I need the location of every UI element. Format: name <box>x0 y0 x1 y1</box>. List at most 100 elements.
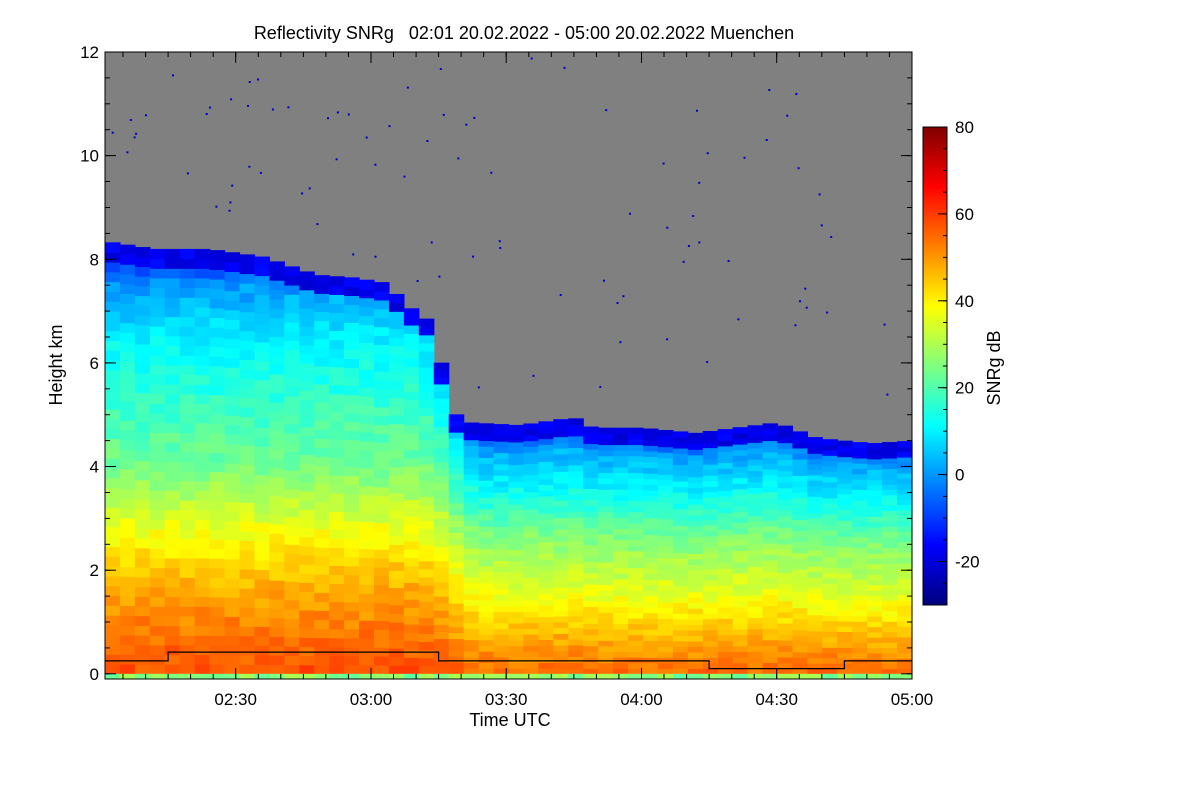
echo-cell <box>119 517 136 529</box>
echo-cell <box>403 557 420 567</box>
echo-cell <box>598 584 614 591</box>
echo-cell <box>299 344 315 355</box>
echo-cell <box>717 662 734 669</box>
echo-cell <box>762 531 779 538</box>
echo-cell <box>403 507 420 517</box>
echo-cell <box>702 552 719 559</box>
echo-cell <box>179 355 196 366</box>
echo-cell <box>314 402 330 412</box>
noise-speckle <box>696 109 698 112</box>
echo-cell <box>314 293 330 303</box>
echo-cell <box>628 522 644 529</box>
echo-cell <box>777 482 794 489</box>
echo-cell <box>478 594 495 601</box>
echo-cell <box>359 360 375 370</box>
echo-cell <box>687 619 704 626</box>
echo-cell <box>478 662 495 669</box>
echo-cell <box>493 548 510 556</box>
echo-cell <box>493 469 510 476</box>
echo-cell <box>538 656 554 663</box>
echo-cell <box>388 509 405 520</box>
echo-cell <box>568 569 584 576</box>
echo-cell <box>105 536 121 547</box>
echo-cell <box>583 578 599 585</box>
echo-cell <box>583 561 599 568</box>
x-tick-label: 03:00 <box>350 690 393 709</box>
echo-cell <box>239 664 256 675</box>
echo-cell <box>164 345 181 356</box>
echo-cell <box>134 421 151 432</box>
echo-cell <box>792 436 808 443</box>
echo-cell <box>643 461 659 469</box>
echo-cell <box>747 566 764 573</box>
echo-cell <box>388 673 405 679</box>
echo-cell <box>433 518 450 526</box>
echo-cell <box>523 605 539 612</box>
echo-cell <box>538 604 554 612</box>
echo-cell <box>149 461 166 472</box>
echo-cell <box>254 313 270 324</box>
echo-cell <box>702 447 719 454</box>
echo-cell <box>329 466 345 476</box>
echo-cell <box>164 432 181 443</box>
echo-cell <box>867 631 883 638</box>
echo-cell <box>628 657 644 664</box>
echo-cell <box>284 581 300 592</box>
echo-cell <box>194 461 211 472</box>
echo-cell <box>403 532 420 542</box>
echo-cell <box>702 541 719 548</box>
echo-cell <box>568 522 584 530</box>
echo-cell <box>134 489 151 500</box>
echo-cell <box>523 491 539 499</box>
echo-cell <box>448 591 465 598</box>
echo-cell <box>747 560 764 568</box>
echo-cell <box>867 547 883 554</box>
echo-cell <box>105 673 121 679</box>
echo-cell <box>568 580 584 588</box>
echo-cell <box>224 309 241 320</box>
echo-cell <box>762 668 779 675</box>
echo-cell <box>344 511 360 522</box>
echo-cell <box>284 525 300 536</box>
echo-cell <box>448 632 465 640</box>
echo-cell <box>254 484 270 495</box>
echo-cell <box>613 500 629 507</box>
echo-cell <box>732 550 749 557</box>
echo-cell <box>284 377 300 388</box>
echo-cell <box>553 581 569 588</box>
y-tick-label: 8 <box>90 250 99 269</box>
echo-cell <box>672 651 689 658</box>
echo-cell <box>762 662 779 669</box>
echo-cell <box>852 568 868 575</box>
echo-cell <box>224 472 241 483</box>
echo-cell <box>583 527 599 534</box>
echo-cell <box>747 487 764 494</box>
echo-cell <box>747 577 764 585</box>
echo-cell <box>388 440 405 450</box>
echo-cell <box>149 480 166 491</box>
noise-speckle <box>457 157 460 160</box>
echo-cell <box>687 591 704 598</box>
echo-cell <box>105 399 121 410</box>
echo-cell <box>747 606 764 613</box>
echo-cell <box>852 557 868 564</box>
echo-cell <box>702 535 719 542</box>
echo-cell <box>478 605 495 612</box>
echo-cell <box>134 654 151 665</box>
echo-cell <box>134 431 151 442</box>
echo-cell <box>538 668 554 675</box>
echo-cell <box>239 530 256 541</box>
echo-cell <box>687 602 704 609</box>
echo-cell <box>837 567 853 574</box>
echo-cell <box>882 626 898 633</box>
echo-cell <box>284 673 300 679</box>
echo-cell <box>538 524 554 531</box>
echo-cell <box>388 302 405 312</box>
echo-cell <box>254 417 270 428</box>
echo-cell <box>284 516 300 527</box>
echo-cell <box>643 512 659 519</box>
echo-cell <box>374 593 390 604</box>
echo-cell <box>493 463 510 471</box>
echo-cell <box>508 509 525 517</box>
